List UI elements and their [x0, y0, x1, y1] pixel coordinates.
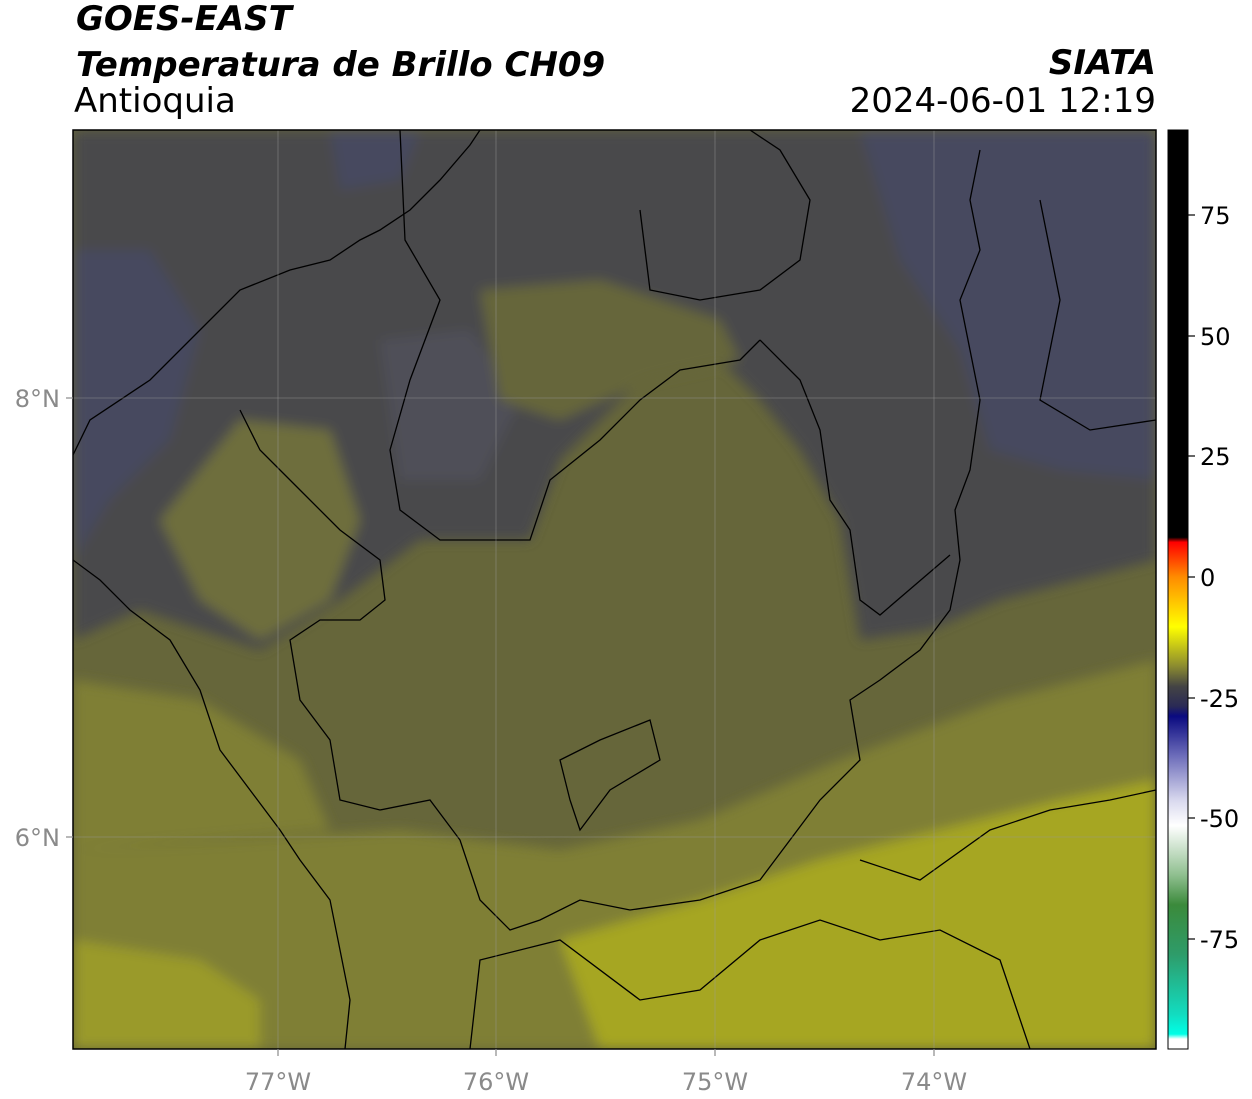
colorbar-label: 25 [1200, 443, 1231, 471]
border-bolivar [759, 339, 951, 616]
colorbar-label: 50 [1200, 323, 1231, 351]
border-sucre [639, 130, 811, 301]
coastline-uraba [73, 130, 481, 456]
lon-tick-label: 74°W [901, 1068, 967, 1096]
map-frame [72, 129, 1157, 1050]
graticule [73, 130, 1156, 1049]
colorbar-frame [1167, 129, 1189, 1050]
olive-band-north [480, 280, 740, 420]
colorbar-label: -25 [1200, 685, 1239, 713]
cold-cloud-west [73, 250, 200, 560]
colorbar-label: -75 [1200, 926, 1239, 954]
cold-cloud-north [330, 130, 420, 190]
border-cordoba [389, 130, 761, 541]
border-santander [1039, 199, 1156, 431]
warm-yellow-southwest [73, 940, 260, 1049]
lon-tick-label: 76°W [463, 1068, 529, 1096]
olive-band-west [160, 420, 360, 640]
colorbar-label: -50 [1200, 805, 1239, 833]
product-title: Temperatura de Brillo CH09 [76, 45, 606, 85]
lat-tick-label: 8°N [15, 385, 60, 413]
colorbar-gradient [1168, 130, 1188, 1049]
border-medellin [559, 719, 661, 832]
timestamp-label: 2024-06-01 12:19 [849, 81, 1156, 121]
lon-tick-label: 77°W [245, 1068, 311, 1096]
lat-tick-label: 6°N [15, 824, 60, 852]
region-label: Antioquia [74, 81, 236, 121]
colorbar-label: 75 [1200, 202, 1231, 230]
warm-west [73, 680, 330, 850]
border-caldas [469, 919, 1031, 1049]
colorbar: 75 50 25 0 -25 -50 -75 [1167, 129, 1239, 1050]
brand-label: SIATA [1048, 43, 1156, 83]
satellite-title: GOES-EAST [76, 0, 292, 39]
lon-tick-label: 75°W [682, 1068, 748, 1096]
brightness-temperature-field [73, 130, 1156, 1049]
border-boyaca [859, 789, 1156, 881]
colorbar-label: 0 [1200, 564, 1215, 592]
coastline-pacific [73, 559, 351, 1049]
colorbar-ticks [1188, 214, 1195, 940]
map-ticks [66, 397, 935, 1056]
political-borders [73, 130, 1156, 1049]
border-antioquia [239, 149, 981, 931]
